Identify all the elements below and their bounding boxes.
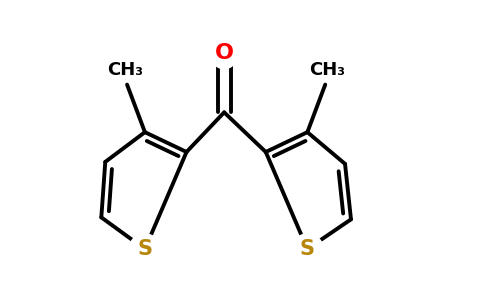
Text: CH₃: CH₃	[309, 61, 345, 79]
Text: S: S	[137, 239, 152, 259]
Ellipse shape	[129, 234, 161, 264]
Text: CH₃: CH₃	[107, 61, 143, 79]
Text: S: S	[300, 239, 315, 259]
Ellipse shape	[210, 37, 238, 69]
Ellipse shape	[291, 234, 323, 264]
Text: O: O	[215, 43, 234, 63]
